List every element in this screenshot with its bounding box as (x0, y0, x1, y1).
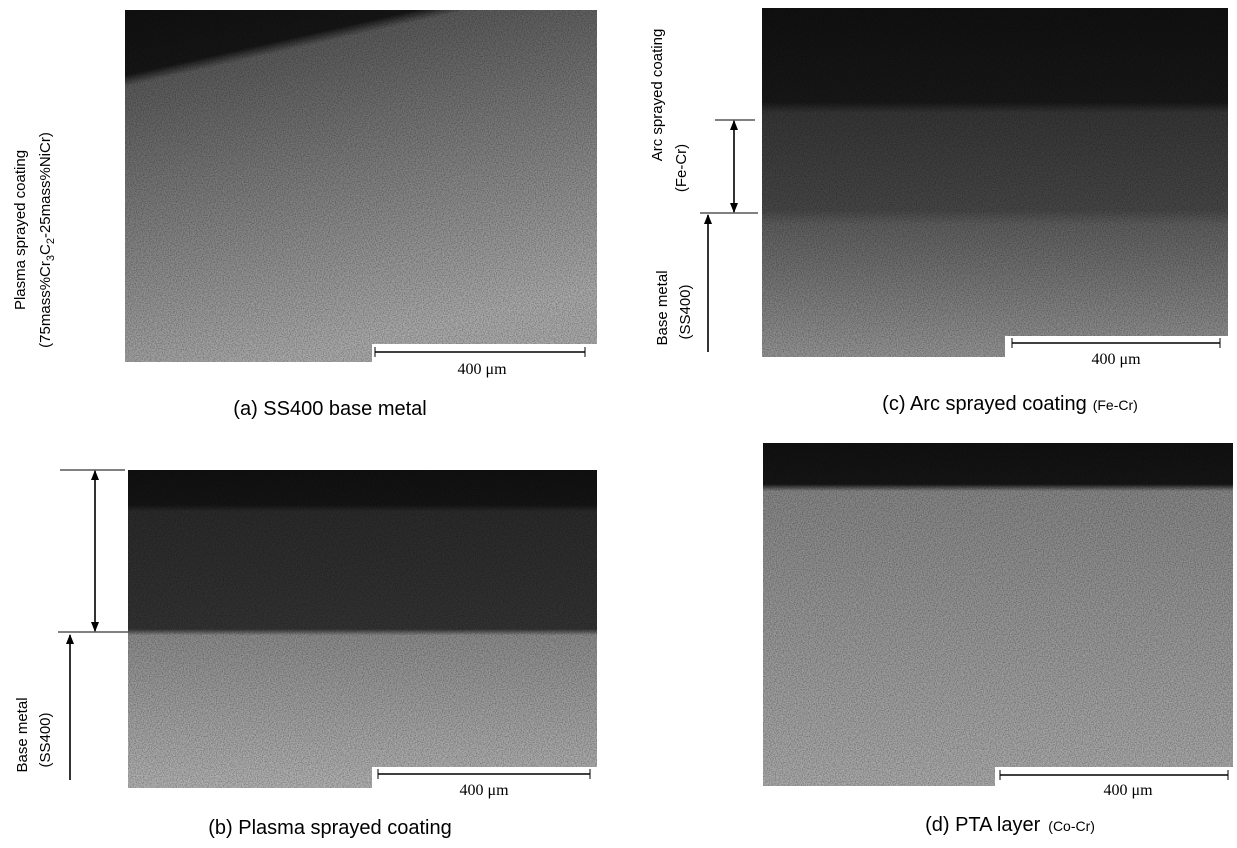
panel-b: 400 μm (b) Plasma sprayed coating Plasma… (12, 132, 598, 839)
formula-part: (75mass%Cr (37, 261, 54, 348)
subscript: 3 (45, 255, 57, 261)
panel-c: 400 μm (c) Arc sprayed coating (Fe-Cr) Ar… (649, 8, 1229, 415)
annotation: (SS400) (37, 712, 54, 767)
caption: (b) Plasma sprayed coating (208, 817, 451, 839)
scale-background (995, 767, 1233, 787)
caption-main: (d) PTA layer (925, 814, 1041, 836)
micrograph-texture (762, 8, 1228, 357)
scale-label: 400 μm (457, 361, 507, 378)
micrograph-texture (128, 470, 597, 788)
annotation: Base metal (14, 697, 31, 772)
scale-label: 400 μm (1103, 782, 1153, 799)
annotation: (Fe-Cr) (673, 144, 690, 192)
subscript: 2 (45, 238, 57, 244)
scale-label: 400 μm (459, 782, 509, 799)
scale-background (372, 344, 598, 364)
scale-background (372, 767, 598, 789)
micrograph-texture (763, 443, 1233, 786)
panel-d: 400 μm (d) PTA layer (Co-Cr) (763, 443, 1233, 836)
annotation: Arc sprayed coating (649, 29, 666, 162)
caption-sub: (Fe-Cr) (1093, 397, 1138, 413)
formula-part: C (37, 244, 54, 255)
formula-part: -25mass%NiCr) (37, 132, 54, 238)
panel-a: 400 μm (a) SS400 base metal (125, 10, 598, 420)
caption-sub: (Co-Cr) (1048, 818, 1095, 834)
caption-main: (c) Arc sprayed coating (882, 393, 1087, 415)
annotation: (SS400) (677, 284, 694, 339)
scale-label: 400 μm (1091, 351, 1141, 368)
caption: (a) SS400 base metal (233, 398, 426, 420)
caption: (d) PTA layer (Co-Cr) (925, 814, 1095, 836)
annotation: Base metal (654, 270, 671, 345)
annotation: Plasma sprayed coating (12, 150, 29, 310)
annotation: (75mass%Cr3C2-25mass%NiCr) (37, 132, 57, 348)
scale-background (1005, 336, 1229, 358)
caption: (c) Arc sprayed coating (Fe-Cr) (882, 393, 1138, 415)
micrograph-texture (125, 10, 597, 362)
